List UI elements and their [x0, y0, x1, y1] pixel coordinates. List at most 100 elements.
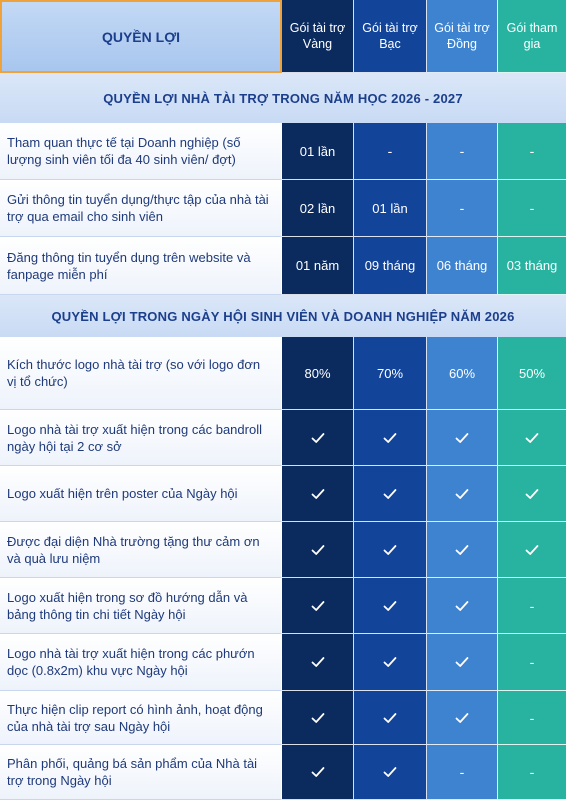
check-icon	[383, 600, 397, 611]
cell-bronze: 06 tháng	[427, 237, 498, 295]
check-icon	[455, 657, 469, 667]
not-included-dash: -	[459, 143, 465, 159]
row-label: Được đại diện Nhà trường tặng thư cảm ơn…	[0, 522, 282, 578]
check-icon	[525, 488, 539, 499]
cell-value: 09 tháng	[364, 258, 416, 273]
cell-bronze: 60%	[427, 337, 498, 410]
check-icon	[311, 712, 324, 723]
check-icon	[383, 432, 397, 443]
cell-gold	[282, 522, 354, 578]
cell-participant	[498, 522, 566, 578]
check-icon	[525, 544, 539, 555]
table-row: Logo xuất hiện trên poster của Ngày hội	[0, 466, 566, 522]
cell-gold	[282, 466, 354, 522]
cell-participant: 50%	[498, 337, 566, 410]
cell-participant: -	[498, 745, 566, 800]
check-icon	[383, 712, 397, 723]
cell-value: 01 lần	[299, 143, 336, 159]
cell-bronze	[427, 466, 498, 522]
table-row: Logo nhà tài trợ xuất hiện trong các ban…	[0, 410, 566, 466]
check-icon	[383, 767, 397, 777]
check-icon	[311, 600, 324, 611]
check-icon	[455, 600, 469, 611]
table-row: Đăng thông tin tuyển dụng trên website v…	[0, 237, 566, 295]
cell-value: 80%	[304, 365, 331, 381]
cell-gold: 80%	[282, 337, 354, 410]
cell-participant: -	[498, 634, 566, 691]
check-icon	[455, 488, 469, 499]
cell-bronze: -	[427, 180, 498, 237]
table-row: Tham quan thực tế tại Doanh nghiệp (số l…	[0, 123, 566, 180]
cell-gold	[282, 745, 354, 800]
cell-silver	[354, 578, 427, 634]
header-benefits-title: QUYỀN LỢI	[0, 0, 282, 73]
cell-participant	[498, 410, 566, 466]
cell-gold	[282, 691, 354, 745]
table-row: Được đại diện Nhà trường tặng thư cảm ơn…	[0, 522, 566, 578]
header-package-bronze: Gói tài trợ Đồng	[427, 0, 498, 73]
cell-participant: -	[498, 180, 566, 237]
cell-bronze	[427, 634, 498, 691]
cell-participant: -	[498, 691, 566, 745]
check-icon	[311, 544, 324, 555]
table-row: Logo nhà tài trợ xuất hiện trong các phư…	[0, 634, 566, 691]
check-icon	[383, 544, 397, 555]
check-icon	[311, 432, 324, 443]
section-title-student-day: QUYỀN LỢI TRONG NGÀY HỘI SINH VIÊN VÀ DO…	[0, 295, 566, 338]
row-label: Logo xuất hiện trên poster của Ngày hội	[0, 466, 282, 522]
row-label: Logo nhà tài trợ xuất hiện trong các ban…	[0, 410, 282, 466]
cell-silver	[354, 522, 427, 578]
cell-participant	[498, 466, 566, 522]
table-header-row: QUYỀN LỢI Gói tài trợ Vàng Gói tài trợ B…	[0, 0, 566, 73]
cell-gold	[282, 578, 354, 634]
cell-bronze: -	[427, 745, 498, 800]
cell-silver	[354, 745, 427, 800]
cell-silver: 09 tháng	[354, 237, 427, 295]
cell-value: 60%	[448, 365, 476, 381]
not-included-dash: -	[529, 764, 535, 780]
cell-value: 01 lần	[372, 200, 408, 216]
not-included-dash: -	[459, 200, 465, 216]
check-icon	[383, 657, 397, 667]
row-label: Đăng thông tin tuyển dụng trên website v…	[0, 237, 282, 295]
check-icon	[311, 657, 324, 667]
cell-value: 06 tháng	[436, 258, 488, 273]
section-title-school-year: QUYỀN LỢI NHÀ TÀI TRỢ TRONG NĂM HỌC 2026…	[0, 73, 566, 124]
cell-silver: -	[354, 123, 427, 180]
cell-silver	[354, 410, 427, 466]
cell-value: 70%	[376, 365, 404, 381]
cell-gold	[282, 634, 354, 691]
not-included-dash: -	[529, 200, 535, 216]
cell-gold: 02 lần	[282, 180, 354, 237]
cell-participant: -	[498, 578, 566, 634]
table-row: Thực hiện clip report có hình ảnh, hoạt …	[0, 691, 566, 745]
header-package-participant: Gói tham gia	[498, 0, 566, 73]
not-included-dash: -	[459, 764, 465, 780]
row-label: Thực hiện clip report có hình ảnh, hoạt …	[0, 691, 282, 745]
cell-gold: 01 năm	[282, 237, 354, 295]
cell-value: 03 tháng	[506, 258, 558, 273]
check-icon	[455, 432, 469, 443]
row-label: Kích thước logo nhà tài trợ (so với logo…	[0, 337, 282, 410]
cell-bronze	[427, 578, 498, 634]
row-label: Logo nhà tài trợ xuất hiện trong các phư…	[0, 634, 282, 691]
cell-gold	[282, 410, 354, 466]
check-icon	[383, 488, 397, 499]
row-label: Gửi thông tin tuyển dụng/thực tập của nh…	[0, 180, 282, 237]
not-included-dash: -	[529, 597, 535, 614]
cell-silver	[354, 466, 427, 522]
table-row: Phân phối, quảng bá sản phẩm của Nhà tài…	[0, 745, 566, 800]
cell-participant: -	[498, 123, 566, 180]
check-icon	[311, 767, 324, 777]
row-label: Phân phối, quảng bá sản phẩm của Nhà tài…	[0, 745, 282, 800]
check-icon	[525, 432, 539, 443]
not-included-dash: -	[529, 654, 535, 670]
cell-bronze	[427, 522, 498, 578]
not-included-dash: -	[387, 143, 393, 159]
header-package-silver: Gói tài trợ Bạc	[354, 0, 427, 73]
table-row: Logo xuất hiện trong sơ đồ hướng dẫn và …	[0, 578, 566, 634]
row-label: Tham quan thực tế tại Doanh nghiệp (số l…	[0, 123, 282, 180]
cell-bronze	[427, 410, 498, 466]
cell-value: 50%	[518, 365, 546, 381]
